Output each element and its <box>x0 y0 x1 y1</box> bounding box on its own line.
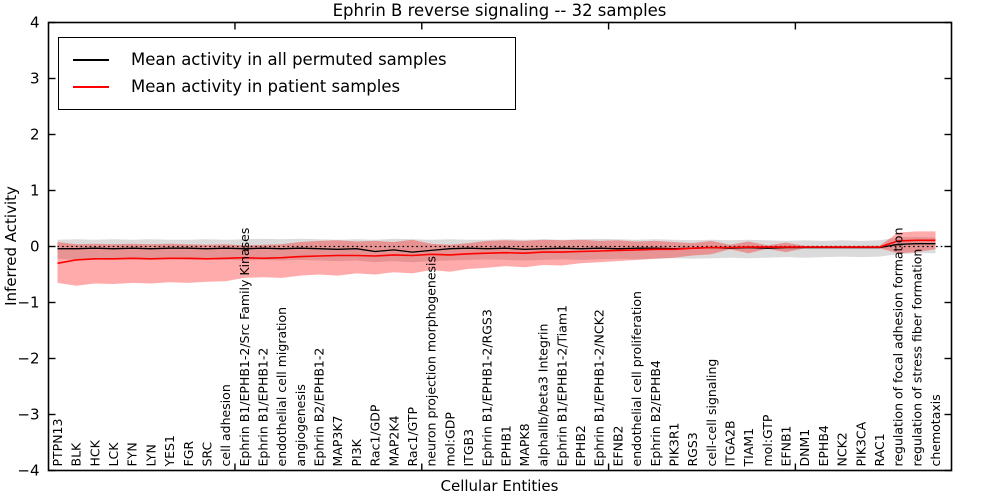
chart-title: Ephrin B reverse signaling -- 32 samples <box>332 1 667 20</box>
y-tick-label: −3 <box>17 406 39 424</box>
x-category-label: HCK <box>87 439 102 466</box>
x-category-label: mol:GDP <box>442 412 457 467</box>
x-category-label: PIK3R1 <box>667 422 682 466</box>
x-category-label: LYN <box>143 444 158 466</box>
y-tick-label: 0 <box>30 238 40 256</box>
x-category-label: RAC1 <box>872 433 887 466</box>
x-category-label: chemotaxis <box>928 394 943 466</box>
x-category-label: SRC <box>199 442 214 467</box>
x-category-label: DNM1 <box>797 429 812 467</box>
x-category-label: YES1 <box>162 435 177 467</box>
y-tick-label: 2 <box>30 126 40 144</box>
x-category-label: cell adhesion <box>218 384 233 466</box>
patient-line-sample <box>73 85 109 88</box>
y-tick-label: 1 <box>30 182 40 200</box>
x-category-label: EPHB2 <box>573 425 588 466</box>
x-category-label: Ephrin B1/EPHB1-2/RGS3 <box>480 309 495 466</box>
x-category-label: regulation of stress fiber formation <box>909 249 924 467</box>
x-category-label: MAP3K7 <box>330 416 345 467</box>
x-category-label: MAP2K4 <box>386 415 401 466</box>
x-category-label: FGR <box>181 441 196 467</box>
x-category-label: Ephrin B1/EPHB1-2/Src Family Kinases <box>237 228 252 467</box>
x-category-label: ITGA2B <box>723 420 738 466</box>
x-category-label: BLK <box>69 442 84 467</box>
x-category-label: neuron projection morphogenesis <box>424 256 439 467</box>
y-tick-label: 4 <box>30 14 40 32</box>
x-category-label: regulation of focal adhesion formation <box>891 228 906 467</box>
legend-item-permuted: Mean activity in all permuted samples <box>73 46 505 73</box>
x-category-label: endothelial cell migration <box>274 307 289 467</box>
x-category-label: angiogenesis <box>293 384 308 466</box>
x-category-label: EPHB1 <box>498 425 513 466</box>
x-category-label: FYN <box>125 442 140 466</box>
x-category-label: Ephrin B1/EPHB1-2/Tiam1 <box>554 305 569 467</box>
x-category-label: EFNB1 <box>779 426 794 467</box>
patient-mean-line <box>57 239 936 265</box>
legend-label-permuted: Mean activity in all permuted samples <box>131 50 447 69</box>
x-category-label: RGS3 <box>685 432 700 466</box>
x-category-label: PTPN13 <box>50 419 65 467</box>
legend-label-patient: Mean activity in patient samples <box>131 77 401 96</box>
x-category-label: endothelial cell proliferation <box>629 291 644 466</box>
x-category-label: LCK <box>106 442 121 467</box>
legend-item-patient: Mean activity in patient samples <box>73 73 505 100</box>
x-axis-label: Cellular Entities <box>440 477 559 495</box>
y-tick-label: 3 <box>30 70 40 88</box>
y-axis-label: Inferred Activity <box>2 186 20 306</box>
y-tick-label: −1 <box>17 294 39 312</box>
x-category-label: MAPK8 <box>517 423 532 466</box>
x-category-label: Ephrin B2/EPHB4 <box>648 360 663 466</box>
x-category-label: Ephrin B1/EPHB1-2 <box>256 348 271 467</box>
x-category-label: alphaIIb/beta3 Integrin <box>536 324 551 467</box>
x-category-label: EPHB4 <box>816 425 831 466</box>
permuted-line-sample <box>73 58 109 61</box>
patient-samples-range-band <box>57 231 936 286</box>
legend: Mean activity in all permuted samples Me… <box>58 37 516 110</box>
y-tick-label: −4 <box>17 462 39 480</box>
x-category-label: cell-cell signaling <box>704 359 719 467</box>
x-category-label: Ephrin B1/EPHB1-2/NCK2 <box>592 309 607 466</box>
x-category-label: Ephrin B2/EPHB1-2 <box>312 348 327 467</box>
x-category-label: TIAM1 <box>741 428 756 468</box>
x-category-label: NCK2 <box>835 432 850 466</box>
x-category-label: EFNB2 <box>610 426 625 467</box>
x-category-label: mol:GTP <box>760 414 775 466</box>
x-category-label: ITGB3 <box>461 429 476 467</box>
x-category-label: Rac1/GTP <box>405 407 420 467</box>
y-tick-label: −2 <box>17 350 39 368</box>
x-category-label: Rac1/GDP <box>368 404 383 466</box>
permuted-samples-range-band <box>57 237 936 263</box>
x-category-label: PI3K <box>349 438 364 466</box>
x-category-label: PIK3CA <box>853 421 868 466</box>
